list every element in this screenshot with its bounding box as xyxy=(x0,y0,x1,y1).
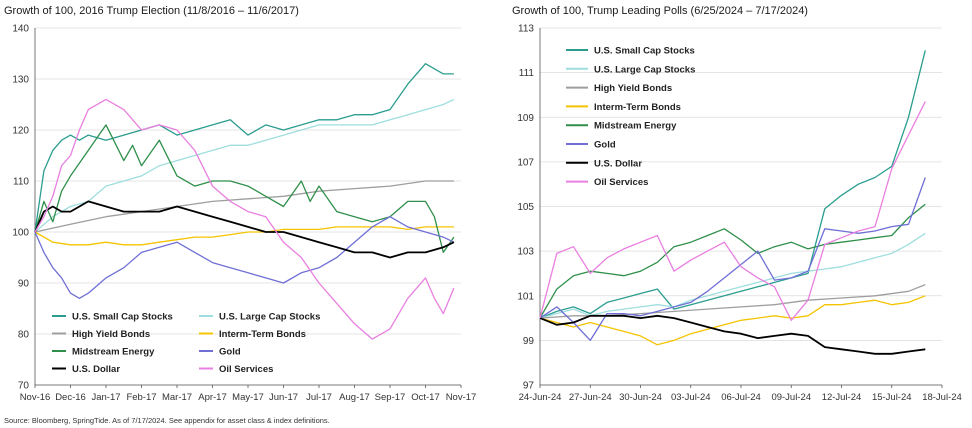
right-ytick-label-3: 103 xyxy=(517,247,534,258)
right-xtick-label-0: 24-Jun-24 xyxy=(519,392,562,403)
right-series-line-5 xyxy=(539,177,926,342)
left-xtick-label-3: Feb-17 xyxy=(126,392,156,403)
right-ytick-label-4: 105 xyxy=(517,202,534,213)
right-series-line-7 xyxy=(539,101,926,321)
left-xtick-label-0: Nov-16 xyxy=(20,392,51,403)
right-chart-title: Growth of 100, Trump Leading Polls (6/25… xyxy=(512,5,808,17)
right-xtick-label-8: 18-Jul-24 xyxy=(922,392,962,403)
right-legend-label-6: U.S. Dollar xyxy=(594,158,642,169)
left-xtick-label-8: Jul-17 xyxy=(306,392,332,403)
right-legend-label-4: Midstream Energy xyxy=(594,121,677,132)
left-xtick-label-11: Oct-17 xyxy=(411,392,440,403)
left-ytick-label-3: 100 xyxy=(12,228,29,239)
right-legend-label-1: U.S. Large Cap Stocks xyxy=(594,64,695,75)
left-xtick-label-4: Mar-17 xyxy=(162,392,192,403)
right-legend-label-2: High Yield Bonds xyxy=(594,83,672,94)
left-series-line-2 xyxy=(34,180,454,233)
right-ytick-label-7: 111 xyxy=(519,68,535,79)
left-legend-label-7: Oil Services xyxy=(219,364,273,375)
right-legend-label-0: U.S. Small Cap Stocks xyxy=(594,46,695,57)
left-series-line-4 xyxy=(34,124,455,254)
left-legend-label-2: High Yield Bonds xyxy=(72,329,150,340)
right-chart: 97 99 101 103 105 107 109 111 113 24-Jun-24 27-Jun… xyxy=(517,24,961,404)
right-series-line-0 xyxy=(539,50,926,319)
left-xtick-label-10: Sep-17 xyxy=(375,392,406,403)
left-ytick-label-0: 70 xyxy=(18,381,30,392)
right-ytick-label-0: 97 xyxy=(523,381,535,392)
right-ytick-label-2: 101 xyxy=(517,291,534,302)
left-chart: 70 80 90 100 110 120 130 140 Nov-16 Dec-16 Jan-17 F… xyxy=(12,24,476,404)
right-series-line-6 xyxy=(539,314,926,355)
right-series-line-4 xyxy=(539,203,926,319)
left-ytick-label-1: 80 xyxy=(18,330,30,341)
right-xtick-label-7: 15-Jul-24 xyxy=(872,392,912,403)
left-series-line-6 xyxy=(34,200,455,259)
right-xtick-label-1: 27-Jun-24 xyxy=(569,392,612,403)
left-legend-label-6: U.S. Dollar xyxy=(72,364,120,375)
left-ytick-label-7: 140 xyxy=(12,24,29,35)
right-legend-label-7: Oil Services xyxy=(594,177,648,188)
source-note: Source: Bloomberg, SpringTide. As of 7/1… xyxy=(4,416,330,425)
left-series-line-0 xyxy=(34,63,454,233)
left-series-line-1 xyxy=(34,98,455,233)
right-ytick-label-1: 99 xyxy=(523,336,535,347)
right-xtick-label-6: 12-Jul-24 xyxy=(822,392,862,403)
right-ytick-label-5: 107 xyxy=(517,157,534,168)
left-legend-label-0: U.S. Small Cap Stocks xyxy=(72,312,173,323)
right-xtick-label-5: 09-Jul-24 xyxy=(771,392,811,403)
left-legend-label-1: U.S. Large Cap Stocks xyxy=(219,312,320,323)
left-ytick-label-6: 130 xyxy=(12,75,29,86)
left-series-line-7 xyxy=(34,98,455,340)
right-xtick-label-3: 03-Jul-24 xyxy=(671,392,711,403)
left-ytick-label-5: 120 xyxy=(12,126,29,137)
left-xtick-label-2: Jan-17 xyxy=(91,392,120,403)
left-series-line-3 xyxy=(34,226,454,246)
right-ytick-label-6: 109 xyxy=(517,113,534,124)
right-xtick-label-2: 30-Jun-24 xyxy=(619,392,662,403)
left-series-line-5 xyxy=(34,216,455,299)
right-ytick-label-8: 113 xyxy=(518,24,534,35)
right-series-line-3 xyxy=(539,295,926,346)
left-xtick-label-1: Dec-16 xyxy=(55,392,86,403)
left-xtick-label-9: Aug-17 xyxy=(339,392,370,403)
left-legend-label-5: Gold xyxy=(219,347,241,358)
right-legend-label-5: Gold xyxy=(594,140,616,151)
left-xtick-label-5: Apr-17 xyxy=(198,392,227,403)
left-xtick-label-12: Nov-17 xyxy=(446,392,477,403)
left-xtick-label-6: May-17 xyxy=(232,392,264,403)
left-xtick-label-7: Jun-17 xyxy=(269,392,298,403)
left-ytick-label-2: 90 xyxy=(18,279,30,290)
right-xtick-label-4: 06-Jul-24 xyxy=(721,392,761,403)
left-ytick-label-4: 110 xyxy=(13,177,29,188)
left-chart-title: Growth of 100, 2016 Trump Election (11/8… xyxy=(4,5,299,17)
left-legend-label-4: Midstream Energy xyxy=(72,347,155,358)
right-legend-label-3: Interm-Term Bonds xyxy=(594,102,681,113)
right-series-line-1 xyxy=(539,232,926,319)
left-legend-label-3: Interm-Term Bonds xyxy=(219,329,306,340)
